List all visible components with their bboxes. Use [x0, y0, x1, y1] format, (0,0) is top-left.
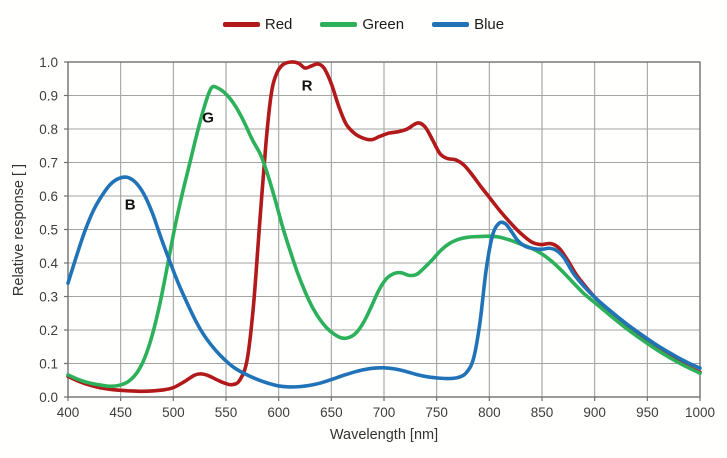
y-tick-label: 1.0 [39, 55, 58, 70]
curve-label-g: G [202, 109, 214, 126]
x-tick-label: 550 [215, 405, 238, 420]
legend-label-blue: Blue [474, 16, 505, 33]
x-tick-label: 850 [531, 405, 554, 420]
x-tick-label: 600 [267, 405, 290, 420]
legend-item-red: Red [222, 16, 293, 33]
y-tick-label: 0.5 [39, 222, 58, 237]
y-tick-label: 0.1 [39, 356, 58, 371]
y-tick-label: 0.7 [39, 155, 58, 170]
chart-legend: Red Green Blue [0, 17, 727, 32]
x-tick-label: 450 [109, 405, 132, 420]
x-axis-title: Wavelength [nm] [329, 427, 439, 443]
legend-label-red: Red [264, 16, 293, 33]
blue-curve [66, 175, 702, 389]
x-tick-label: 400 [57, 405, 80, 420]
x-tick-label: 950 [636, 405, 659, 420]
y-tick-label: 0.9 [39, 88, 58, 103]
curve-label-r: R [302, 77, 313, 94]
x-tick-label: 650 [320, 405, 343, 420]
y-tick-label: 0.3 [39, 289, 58, 304]
x-tick-label: 700 [373, 405, 396, 420]
x-tick-label: 1000 [685, 405, 715, 420]
y-tick-label: 0.0 [39, 390, 58, 405]
x-tick-label: 900 [583, 405, 606, 420]
legend-item-green: Green [320, 17, 404, 32]
legend-swatch-red [222, 22, 260, 27]
x-tick-label: 750 [425, 405, 448, 420]
green-curve [66, 84, 702, 389]
x-tick-label: 800 [478, 405, 501, 420]
y-tick-label: 0.6 [39, 189, 58, 204]
y-tick-label: 0.4 [39, 256, 58, 271]
x-tick-label: 500 [162, 405, 185, 420]
curve-label-b: B [125, 196, 136, 213]
legend-swatch-green [320, 22, 358, 27]
y-axis-title: Relative response [ ] [11, 163, 27, 297]
legend-label-green: Green [362, 16, 405, 33]
legend-item-blue: Blue [432, 17, 504, 32]
y-tick-label: 0.2 [39, 323, 58, 338]
y-tick-label: 0.8 [39, 122, 58, 137]
legend-swatch-blue [432, 22, 470, 27]
